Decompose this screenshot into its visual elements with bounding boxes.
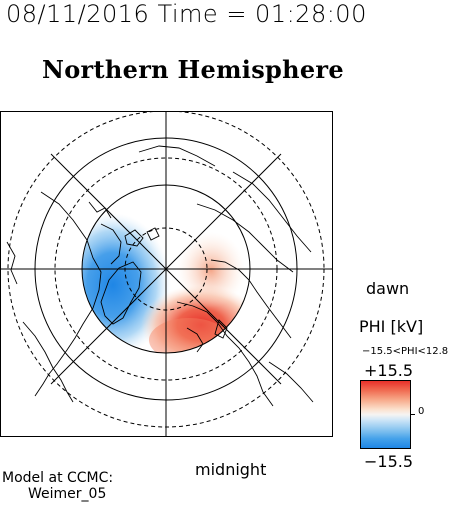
colorbar-title: PHI [kV]: [359, 317, 424, 336]
model-credit: Model at CCMC: Weimer_05: [2, 470, 113, 502]
dawn-label: dawn: [366, 279, 410, 298]
colorbar-max-label: +15.5: [364, 361, 414, 380]
colorbar-range: −15.5<PHI<12.8: [362, 346, 449, 357]
colorbar: [360, 380, 411, 449]
datetime-title: 08/11/2016 Time = 01:28:00: [6, 0, 367, 28]
colorbar-min-label: −15.5: [364, 452, 414, 471]
coastlines: [6, 145, 314, 407]
meridian-lines: [1, 112, 332, 436]
potential-contours: [82, 213, 250, 353]
colorbar-zero-label: 0: [418, 406, 425, 417]
polar-map: [0, 110, 333, 437]
polar-plot: [1, 110, 332, 436]
model-credit-line2: Weimer_05: [28, 486, 107, 502]
model-credit-line1: Model at CCMC:: [2, 470, 114, 486]
colorbar-zero-tick: [411, 414, 415, 415]
midnight-label: midnight: [195, 460, 267, 479]
hemisphere-title: Northern Hemisphere: [42, 55, 344, 84]
